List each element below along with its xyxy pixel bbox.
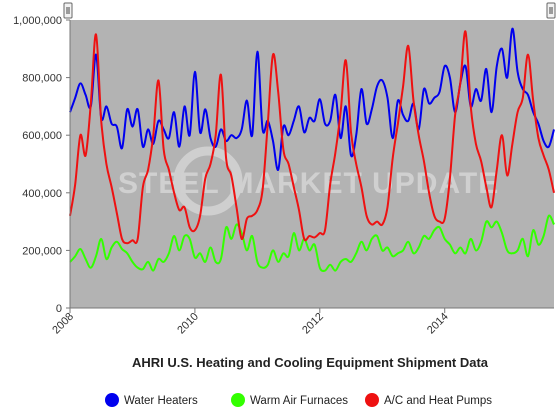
legend-marker [105,393,119,407]
series-line-warm-air-furnaces [69,214,555,272]
x-tick-label: 2010 [175,311,201,337]
y-axis-ticks: 0 200,000 400,000 600,000 800,000 1,000,000 [13,15,70,315]
x-tick-label: 2012 [300,311,326,337]
y-tick-label: 400,000 [22,188,62,200]
series-line-water-heaters [69,27,555,171]
range-handle-left[interactable] [63,2,73,19]
legend-marker [365,393,379,407]
y-tick-label: 1,000,000 [13,15,62,27]
y-tick-label: 600,000 [22,130,62,142]
range-handle-right[interactable] [546,2,556,19]
watermark-logo-circle [173,146,243,216]
legend: Water Heaters Warm Air Furnaces A/C and He… [105,393,492,407]
legend-item-a-c-and-heat-pumps[interactable]: A/C and Heat Pumps [365,393,492,407]
x-tick-label: 2014 [425,311,451,337]
legend-item-warm-air-furnaces[interactable]: Warm Air Furnaces [231,393,348,407]
watermark: STEEL MARKET UPDATE [118,146,499,216]
y-tick-label: 200,000 [22,245,62,257]
y-tick-label: 0 [56,303,62,315]
legend-item-water-heaters[interactable]: Water Heaters [105,393,198,407]
series-line-a-c-and-heat-pumps [69,30,555,245]
y-tick-label: 800,000 [22,73,62,85]
x-axis-ticks: 2008 2010 2012 2014 [50,308,451,336]
chart-title: AHRI U.S. Heating and Cooling Equipment … [132,355,489,370]
plot-area [70,20,554,308]
watermark-text: STEEL MARKET UPDATE [118,167,499,200]
legend-label: Warm Air Furnaces [250,395,348,407]
legend-label: Water Heaters [124,395,198,407]
series-layer [69,27,555,272]
legend-label: A/C and Heat Pumps [384,395,492,407]
legend-marker [231,393,245,407]
x-tick-label: 2008 [50,311,76,337]
